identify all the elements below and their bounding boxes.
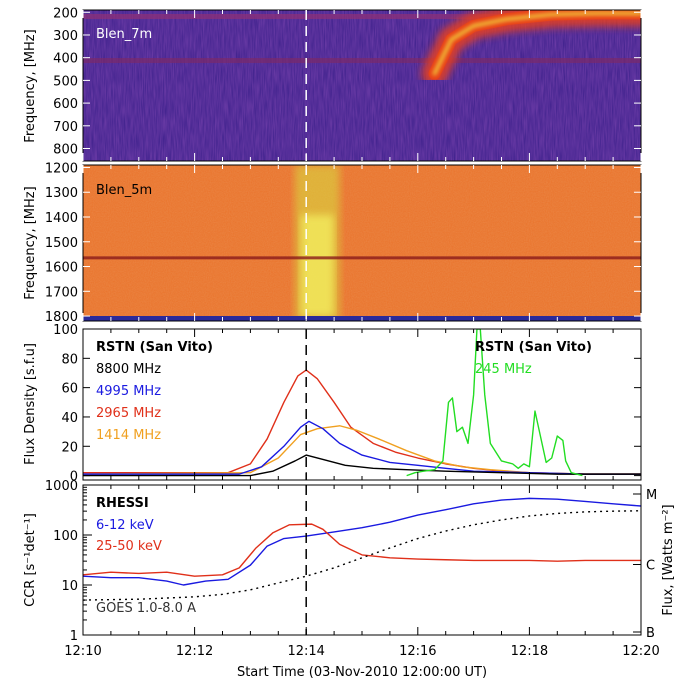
ytick-label: 10 <box>61 579 78 594</box>
ytick-label: 100 <box>53 323 78 338</box>
type-ii-burst <box>421 10 641 87</box>
right-tick-label: C <box>646 559 655 574</box>
ytick-label: 300 <box>53 29 78 44</box>
ytick-label: 0 <box>70 470 78 485</box>
burst-core <box>432 11 641 76</box>
legend-245: 245 MHz <box>475 362 532 377</box>
spectrogram-7m-rfi-line <box>83 58 641 63</box>
panel-4-right-ticks: M C B <box>633 488 657 641</box>
panel-4-background <box>83 485 641 635</box>
right-tick-label: B <box>646 626 655 641</box>
goes-legend: GOES 1.0-8.0 A <box>96 601 196 616</box>
ytick-label: 20 <box>61 440 78 455</box>
series-line-6-12-kev <box>83 497 641 586</box>
panel-2-ylabel: Frequency, [MHz] <box>23 186 38 299</box>
ytick-label: 1400 <box>45 211 78 226</box>
xtick-label: 12:10 <box>64 644 101 659</box>
ytick-label: 1700 <box>45 285 78 300</box>
panel-1-label: Blen_7m <box>96 27 152 42</box>
ytick-label: 1300 <box>45 186 78 201</box>
panel-1-ylabel: Frequency, [MHz] <box>23 29 38 142</box>
xtick-label: 12:20 <box>622 644 659 659</box>
panel-blen-7m: Blen_7m 200 300 400 500 600 700 800 Frequency,… <box>23 6 642 162</box>
legend-1414: 1414 MHz <box>96 428 161 443</box>
broadband-emission <box>295 165 340 321</box>
panel-4-yticks: 1 10 100 1000 <box>45 479 92 644</box>
ytick-label: 500 <box>53 74 78 89</box>
ytick-label: 60 <box>61 382 78 397</box>
legend-2965: 2965 MHz <box>96 406 161 421</box>
spectrogram-5m-horizontal-line <box>83 256 641 260</box>
panel-3-series <box>83 329 641 477</box>
legend-left-title: RSTN (San Vito) <box>96 340 213 355</box>
series-line-8800-mhz <box>83 454 641 477</box>
panel-2-yticks: 1200 1300 1400 1500 1600 1700 1800 <box>45 161 641 325</box>
panel-rstn-flux: 0 20 40 60 80 100 Flux Density [s.f.u] RSTN (… <box>23 323 642 485</box>
ytick-label: 1200 <box>45 161 78 176</box>
legend-4995: 4995 MHz <box>96 384 161 399</box>
panel-blen-5m: Blen_5m 1200 1300 1400 1500 1600 1700 1800 Fre… <box>23 161 642 325</box>
right-tick-label: M <box>646 488 657 503</box>
series-line-25-50-kev <box>83 523 641 577</box>
xtick-label: 12:18 <box>511 644 548 659</box>
xtick-label: 12:14 <box>287 644 324 659</box>
panel-3-ylabel: Flux Density [s.f.u] <box>23 343 38 465</box>
panel-4-y2label: Flux, [Watts m⁻²] <box>661 504 676 615</box>
ytick-label: 1800 <box>45 310 78 325</box>
ytick-label: 200 <box>53 6 78 21</box>
panel-4-ylabel: CCR [s⁻¹det⁻¹] <box>23 513 38 607</box>
ytick-label: 800 <box>53 143 78 158</box>
xtick-label: 12:16 <box>399 644 436 659</box>
ytick-label: 100 <box>53 529 78 544</box>
ytick-label: 40 <box>61 411 78 426</box>
series-line-245-mhz <box>406 329 583 477</box>
ytick-label: 80 <box>61 352 78 367</box>
ytick-label: 1000 <box>45 479 78 494</box>
panel-4-series <box>83 497 641 601</box>
legend-right-title: RSTN (San Vito) <box>475 340 592 355</box>
ytick-label: 600 <box>53 97 78 112</box>
rhessi-legend-title: RHESSI <box>96 496 149 511</box>
legend-8800: 8800 MHz <box>96 362 161 377</box>
ytick-label: 1600 <box>45 261 78 276</box>
ytick-label: 700 <box>53 120 78 135</box>
panel-2-label: Blen_5m <box>96 183 152 198</box>
legend-25-50kev: 25-50 keV <box>96 539 162 554</box>
ytick-label: 400 <box>53 52 78 67</box>
spectrogram-7m-rfi-top <box>83 14 641 19</box>
panel-3-yticks: 0 20 40 60 80 100 <box>53 323 641 485</box>
ytick-label: 1 <box>70 629 78 644</box>
x-axis-ticks: 12:10 12:12 12:14 12:16 12:18 12:20 <box>64 10 660 659</box>
spectrogram-5m-texture <box>83 165 641 321</box>
ytick-label: 1500 <box>45 236 78 251</box>
series-line-4995-mhz <box>83 420 641 475</box>
xtick-label: 12:12 <box>176 644 213 659</box>
panel-1-yticks: 200 300 400 500 600 700 800 <box>53 6 641 158</box>
x-axis-title: Start Time (03-Nov-2010 12:00:00 UT) <box>237 665 487 680</box>
series-line-goes-1-0-8-0-a <box>83 510 641 601</box>
legend-6-12kev: 6-12 keV <box>96 518 154 533</box>
spectrogram-7m-texture <box>83 10 641 161</box>
